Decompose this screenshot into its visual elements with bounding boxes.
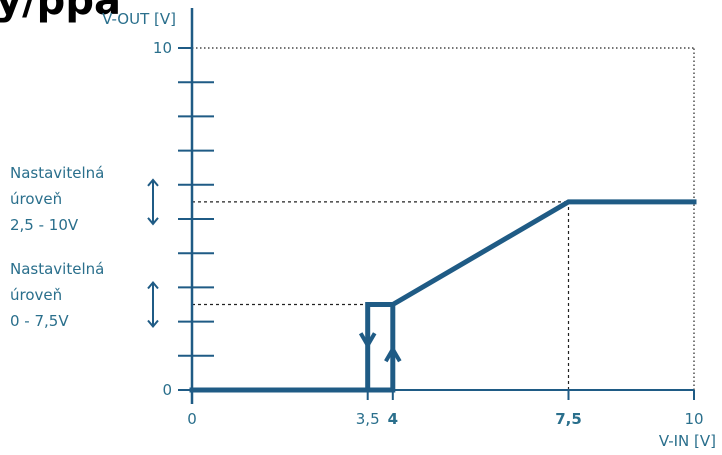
annotation-lower: Nastavitelná úroveň 0 - 7,5V [10, 256, 160, 334]
x-axis-title: V-IN [V] [659, 432, 716, 450]
annotation-upper: Nastavitelná úroveň 2,5 - 10V [10, 160, 160, 238]
annotation-lower-line-2: úroveň [10, 286, 63, 304]
hysteresis-arrow-up [384, 345, 402, 363]
x-tick-label-0: 0 [187, 410, 197, 428]
header-fragment: y/ppa [0, 0, 121, 24]
y-axis-title: V-OUT [V] [102, 10, 176, 28]
series-line-0 [189, 199, 697, 393]
annotation-lower-line-3: 0 - 7,5V [10, 312, 69, 330]
x-tick-label-4: 4 [388, 410, 398, 428]
hysteresis-arrow-down [358, 332, 377, 350]
y-tick-label-10: 10 [153, 39, 172, 57]
level-arrows [147, 178, 159, 329]
curve-group [189, 199, 697, 393]
x-tick-label-10: 10 [684, 410, 703, 428]
y-tick-label-0: 0 [162, 381, 172, 399]
axes [178, 8, 695, 404]
annotation-lower-line-1: Nastavitelná [10, 260, 105, 278]
level-adjust-arrow-1 [147, 280, 159, 329]
x-tick-label-3,5: 3,5 [356, 410, 380, 428]
reference-lines [192, 47, 695, 390]
annotation-upper-line-3: 2,5 - 10V [10, 216, 79, 234]
axis-labels: V-OUT [V] V-IN [V] 0 10 0 3,5 4 7,5 10 [102, 10, 716, 450]
x-tick-label-7,5: 7,5 [555, 410, 582, 428]
level-adjust-arrow-0 [147, 178, 159, 226]
annotation-upper-line-1: Nastavitelná [10, 164, 105, 182]
annotation-upper-line-2: úroveň [10, 190, 63, 208]
